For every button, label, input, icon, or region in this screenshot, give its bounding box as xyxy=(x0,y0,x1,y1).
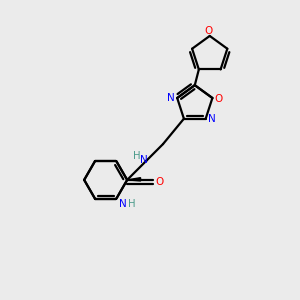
Text: N: N xyxy=(140,155,148,165)
Text: N: N xyxy=(208,114,216,124)
Text: H: H xyxy=(128,199,135,209)
Text: N: N xyxy=(118,199,126,209)
Text: N: N xyxy=(167,93,175,103)
Polygon shape xyxy=(127,178,141,181)
Text: O: O xyxy=(155,177,163,187)
Text: H: H xyxy=(133,151,141,161)
Text: O: O xyxy=(204,26,212,36)
Text: O: O xyxy=(215,94,223,104)
